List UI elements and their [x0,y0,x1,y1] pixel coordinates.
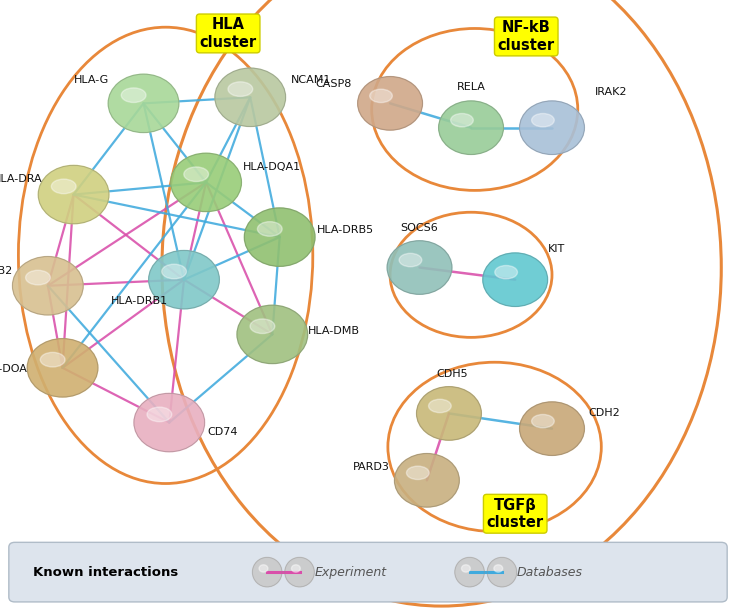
Text: RELA: RELA [456,83,486,92]
Text: NCAM1: NCAM1 [291,75,331,85]
Text: HLA-DQA1: HLA-DQA1 [243,162,301,171]
Ellipse shape [228,82,252,97]
Text: CDH2: CDH2 [589,409,620,418]
Ellipse shape [27,339,98,397]
Ellipse shape [147,407,171,422]
Ellipse shape [184,167,208,182]
Ellipse shape [439,101,503,154]
Ellipse shape [520,402,584,455]
Ellipse shape [520,101,584,154]
Ellipse shape [494,565,503,572]
Ellipse shape [487,558,517,587]
Text: Experiment: Experiment [314,565,386,579]
Ellipse shape [215,68,286,126]
Ellipse shape [455,558,484,587]
Text: SOCS6: SOCS6 [400,223,439,233]
Ellipse shape [531,114,554,127]
Ellipse shape [259,565,268,572]
Ellipse shape [285,558,314,587]
Ellipse shape [121,88,146,103]
Ellipse shape [258,222,282,237]
Ellipse shape [417,387,481,440]
Ellipse shape [399,254,422,267]
Text: Known interactions: Known interactions [33,565,178,579]
Text: HLA-DMB: HLA-DMB [308,326,360,336]
Text: NF-kB
cluster: NF-kB cluster [498,20,555,53]
Ellipse shape [134,393,205,452]
Text: IRAK2: IRAK2 [595,88,627,97]
Ellipse shape [531,415,554,428]
Text: HLA-DRA: HLA-DRA [0,174,43,184]
Ellipse shape [358,77,422,130]
Ellipse shape [369,89,392,103]
Text: HLA-DRB1: HLA-DRB1 [110,296,168,306]
Ellipse shape [428,399,451,413]
Ellipse shape [171,153,241,212]
Ellipse shape [483,253,548,306]
Ellipse shape [387,241,452,294]
Ellipse shape [495,266,517,279]
Ellipse shape [406,466,429,480]
Text: CASP8: CASP8 [316,79,352,89]
Ellipse shape [38,165,109,224]
Text: Databases: Databases [517,565,583,579]
Text: HLA
cluster: HLA cluster [199,17,257,50]
Text: CDH5: CDH5 [437,370,468,379]
Ellipse shape [40,353,65,367]
Ellipse shape [149,250,219,309]
Text: HLA-DRB5: HLA-DRB5 [316,225,374,235]
Ellipse shape [244,208,315,266]
Text: KIT: KIT [548,244,565,254]
Ellipse shape [291,565,300,572]
FancyBboxPatch shape [9,542,727,602]
Text: PARD3: PARD3 [353,462,390,472]
Ellipse shape [26,271,50,285]
Ellipse shape [461,565,470,572]
Ellipse shape [108,74,179,133]
Ellipse shape [394,454,459,507]
Text: CD74: CD74 [208,427,238,437]
Text: HLA-DQB2: HLA-DQB2 [0,266,13,275]
Ellipse shape [13,257,83,315]
Text: HLA-G: HLA-G [74,75,109,85]
Ellipse shape [162,264,186,279]
Text: HLA-DOA: HLA-DOA [0,364,28,374]
Ellipse shape [252,558,282,587]
Ellipse shape [52,179,76,194]
Ellipse shape [237,305,308,364]
Text: TGFβ
cluster: TGFβ cluster [486,497,544,530]
Ellipse shape [450,114,473,127]
Ellipse shape [250,319,275,334]
